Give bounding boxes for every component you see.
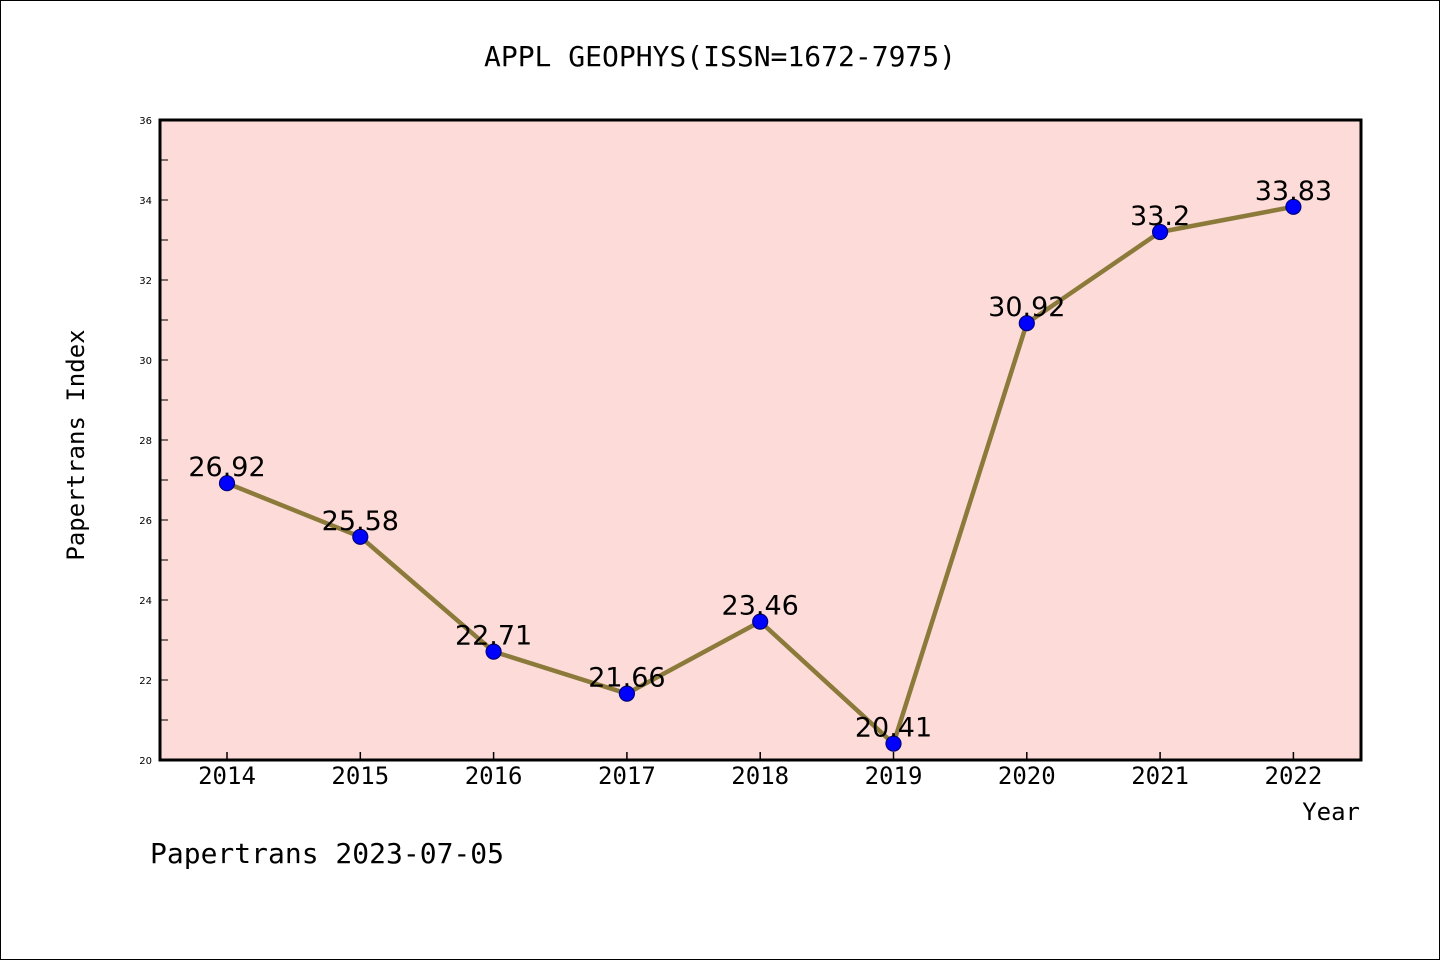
- data-label: 23.46: [722, 591, 799, 622]
- x-tick-label: 2015: [331, 762, 389, 790]
- x-tick-label: 2017: [598, 762, 656, 790]
- data-label: 33.2: [1130, 201, 1190, 232]
- x-tick-label: 2020: [998, 762, 1056, 790]
- series-markers: [218, 198, 1302, 752]
- data-label: 26.92: [188, 452, 265, 483]
- x-tick-label: 2016: [465, 762, 523, 790]
- data-labels: 26.92 25.58 22.71 21.66 23.46 20.41 30.92 33.2 3…: [188, 176, 1332, 744]
- y-tick-label: 28: [139, 436, 152, 447]
- y-tick-label: 20: [139, 756, 152, 767]
- x-tick-label: 2019: [865, 762, 923, 790]
- x-axis-ticks: 2014 2015 2016 2017 2018 2019 2020 2021 2022: [198, 752, 1322, 790]
- data-point: [1018, 315, 1035, 332]
- y-axis-ticks: 20 22 24 26 28 30 32 34 36: [139, 116, 168, 767]
- data-label: 20.41: [855, 713, 932, 744]
- data-point: [618, 685, 636, 702]
- y-tick-label: 30: [139, 356, 152, 367]
- data-label: 21.66: [588, 663, 665, 694]
- x-tick-label: 2018: [731, 762, 789, 790]
- data-label: 22.71: [455, 621, 532, 652]
- data-label: 33.83: [1255, 176, 1332, 207]
- data-point: [885, 735, 902, 752]
- data-point: [218, 475, 236, 492]
- data-point: [1151, 223, 1169, 241]
- y-axis-title: Papertrans Index: [62, 329, 90, 560]
- data-point: [485, 643, 502, 660]
- y-tick-label: 32: [139, 276, 152, 287]
- y-tick-label: 34: [139, 196, 152, 207]
- data-point: [1285, 198, 1302, 215]
- chart-title: APPL GEOPHYS(ISSN=1672-7975): [484, 40, 956, 73]
- y-tick-label: 24: [139, 596, 152, 607]
- data-point: [352, 528, 369, 545]
- data-label: 25.58: [322, 506, 399, 537]
- y-tick-label: 36: [139, 116, 152, 127]
- data-label: 30.92: [988, 292, 1065, 323]
- x-tick-label: 2022: [1265, 762, 1323, 790]
- y-tick-label: 22: [139, 676, 152, 687]
- data-point: [752, 613, 769, 630]
- x-tick-label: 2021: [1131, 762, 1189, 790]
- x-tick-label: 2014: [198, 762, 256, 790]
- x-axis-title: Year: [1302, 798, 1360, 826]
- y-tick-label: 26: [139, 516, 152, 527]
- footer-stamp: Papertrans 2023-07-05: [150, 837, 504, 870]
